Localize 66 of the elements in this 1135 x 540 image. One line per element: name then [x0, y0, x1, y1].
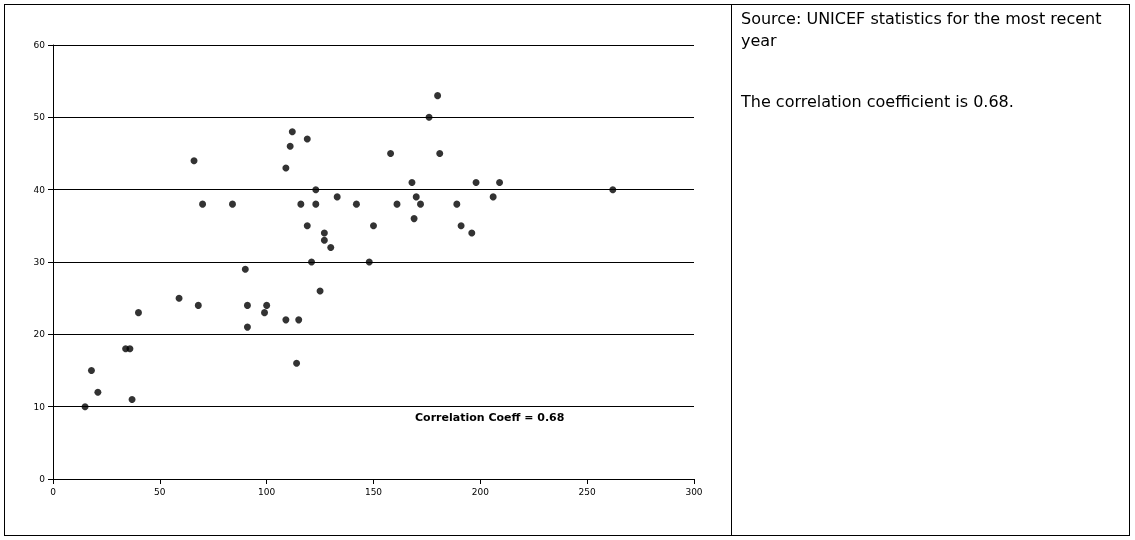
- point: [134, 309, 142, 317]
- point: [496, 178, 504, 186]
- point: [303, 222, 311, 230]
- point: [128, 395, 136, 403]
- point: [352, 200, 360, 208]
- point: [320, 236, 328, 244]
- point: [282, 316, 290, 324]
- point: [457, 222, 465, 230]
- point: [453, 200, 461, 208]
- point: [472, 178, 480, 186]
- y-tick-label: 60: [33, 40, 46, 50]
- x-tick-label: 300: [685, 486, 703, 497]
- point: [286, 142, 294, 150]
- point: [295, 316, 303, 324]
- point: [609, 186, 617, 194]
- point: [261, 309, 269, 317]
- point: [288, 128, 296, 136]
- point: [327, 244, 335, 252]
- point: [94, 388, 102, 396]
- point: [126, 345, 134, 353]
- point: [263, 301, 271, 309]
- point: [175, 294, 183, 302]
- y-tick-label: 0: [39, 474, 46, 484]
- point: [194, 301, 202, 309]
- point: [199, 200, 207, 208]
- annotation: Correlation Coeff = 0.68: [415, 411, 565, 424]
- point: [410, 215, 418, 223]
- point: [412, 193, 420, 201]
- x-tick-label: 150: [364, 486, 383, 497]
- x-tick-label: 0: [50, 486, 57, 497]
- y-tick-label: 10: [33, 401, 46, 412]
- point: [243, 323, 251, 331]
- y-tick-label: 50: [33, 112, 46, 123]
- point: [190, 157, 198, 165]
- y-tick-label: 40: [33, 184, 46, 195]
- point: [387, 150, 395, 157]
- point: [320, 229, 328, 237]
- point: [297, 200, 305, 208]
- point: [365, 258, 373, 266]
- point: [241, 265, 249, 273]
- point: [81, 403, 89, 411]
- point: [417, 200, 425, 208]
- point: [312, 186, 320, 194]
- x-tick-label: 200: [471, 486, 490, 497]
- point: [468, 229, 476, 237]
- point: [312, 200, 320, 208]
- x-tick-label: 250: [578, 486, 597, 497]
- point: [425, 113, 433, 121]
- source-note: Source: UNICEF statistics for the most recent year: [741, 8, 1103, 52]
- y-tick-label: 30: [33, 257, 46, 267]
- point: [308, 258, 316, 266]
- point: [87, 367, 95, 374]
- x-tick-label: 100: [258, 486, 276, 497]
- point: [228, 200, 236, 208]
- text: The correlation coefficient is 0.68.: [741, 91, 1015, 113]
- point: [434, 92, 442, 100]
- point: [489, 193, 497, 201]
- point: [370, 222, 377, 230]
- point: [333, 193, 341, 201]
- point: [303, 135, 311, 143]
- x-tick-label: 50: [154, 486, 166, 497]
- y-tick-label: 20: [33, 329, 46, 340]
- point: [408, 178, 416, 186]
- point: [436, 150, 444, 157]
- point: [293, 359, 301, 367]
- point: [243, 301, 251, 309]
